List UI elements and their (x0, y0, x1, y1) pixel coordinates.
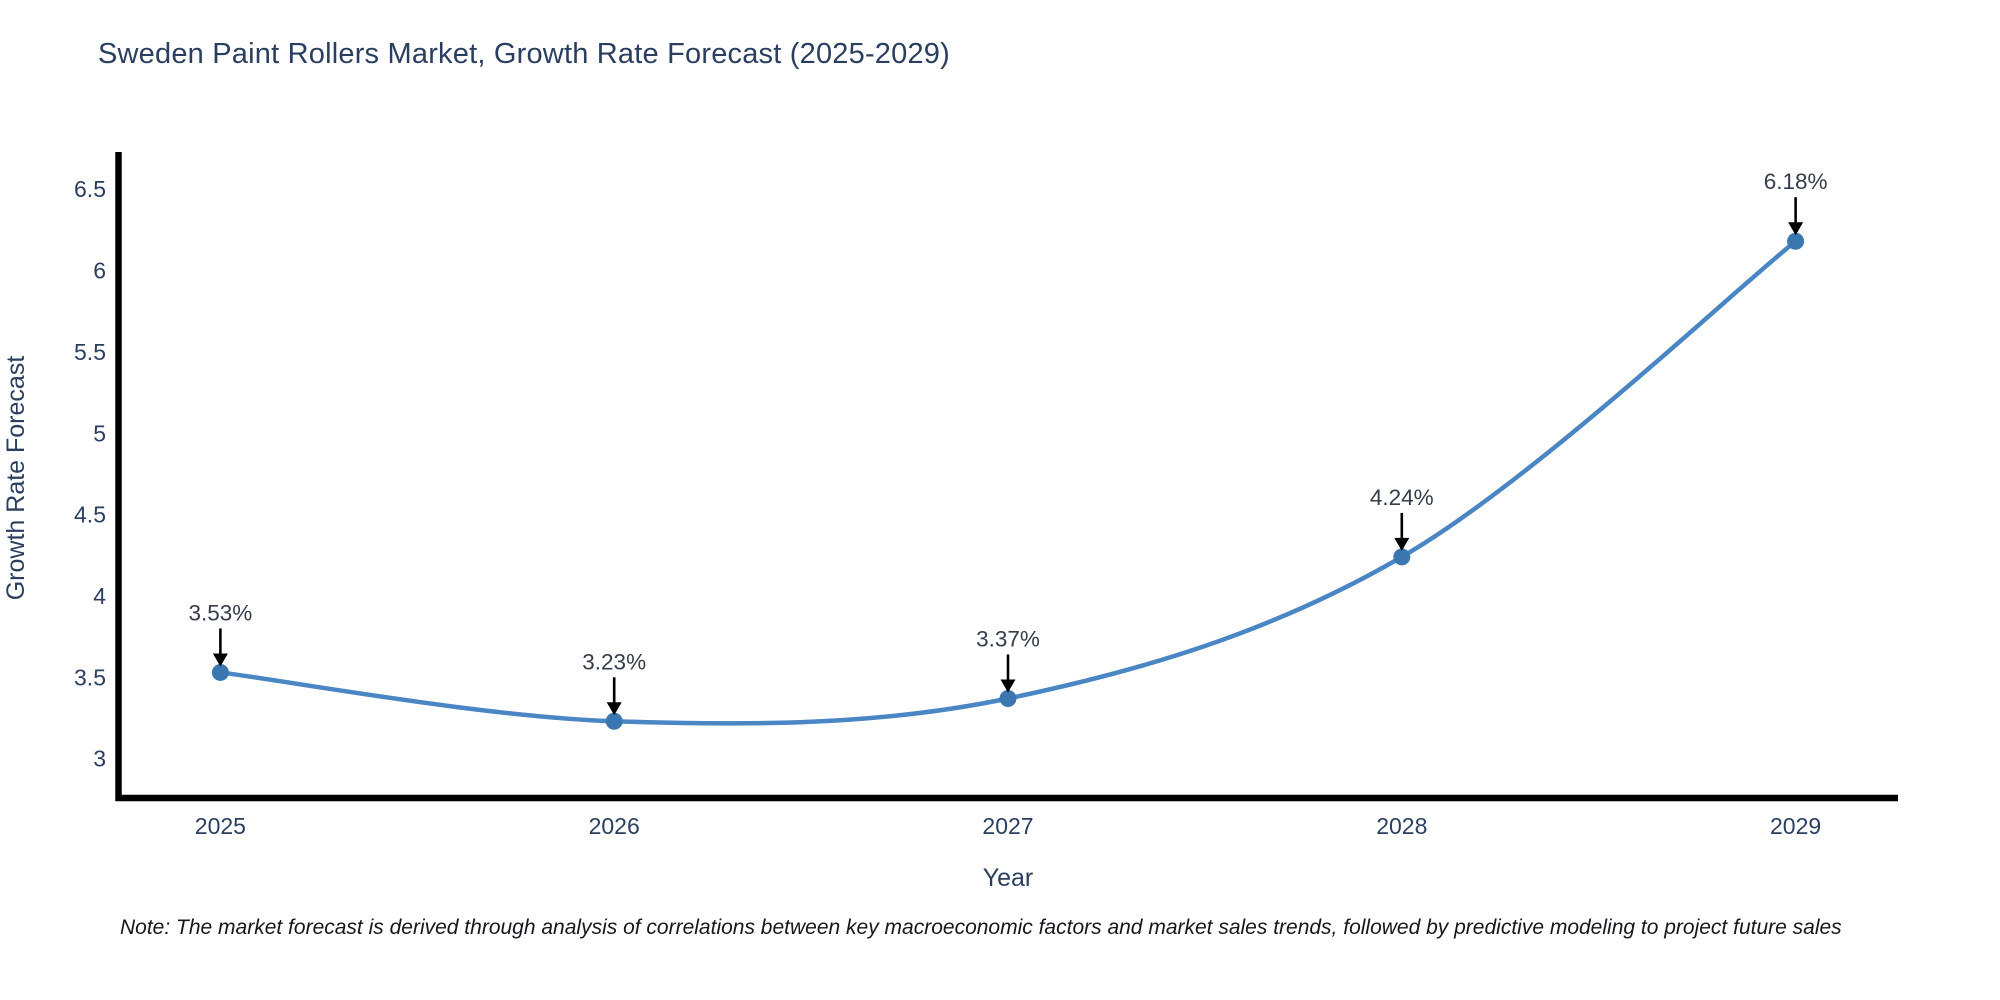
annotation-arrowhead-2027 (1000, 679, 1016, 693)
annotation-label-2028: 4.24% (1370, 485, 1434, 510)
annotation-label-2029: 6.18% (1764, 169, 1828, 194)
x-tick-label-2027: 2027 (982, 813, 1033, 839)
series-line (218, 238, 1798, 726)
annotation-label-2025: 3.53% (188, 600, 252, 625)
x-tick-label-2029: 2029 (1770, 813, 1821, 839)
annotation-label-2027: 3.37% (976, 626, 1040, 651)
data-point-2025 (211, 663, 229, 681)
x-tick-label-2028: 2028 (1376, 813, 1427, 839)
point-annotations: 3.53% 3.23% 3.37% 4.24% 6.18% (188, 169, 1828, 716)
annotation-arrowhead-2025 (212, 653, 228, 667)
annotation-arrowhead-2028 (1394, 537, 1410, 551)
y-tick-label-5.5: 5.5 (74, 339, 106, 365)
y-tick-label-4: 4 (93, 583, 106, 609)
x-tick-label-2026: 2026 (589, 813, 640, 839)
data-point-2027 (999, 689, 1017, 707)
data-point-2028 (1393, 548, 1411, 566)
data-point-2029 (1787, 232, 1805, 250)
methodology-note: Note: The market forecast is derived thr… (120, 916, 1842, 939)
x-tick-label-2025: 2025 (195, 813, 246, 839)
annotation-arrowhead-2026 (606, 702, 622, 716)
y-tick-label-6.5: 6.5 (74, 176, 106, 202)
chart-title: Sweden Paint Rollers Market, Growth Rate… (98, 38, 950, 70)
annotation-arrowhead-2029 (1788, 222, 1804, 236)
axis-tick-labels: 3 3.5 4 4.5 5 5.5 6 6.5 2025 2026 2027 2028 2029 (74, 176, 1821, 839)
y-tick-label-3.5: 3.5 (74, 664, 106, 690)
y-tick-label-4.5: 4.5 (74, 502, 106, 528)
annotation-label-2026: 3.23% (582, 649, 646, 674)
y-tick-label-5: 5 (93, 420, 106, 446)
growth-rate-series (211, 232, 1805, 730)
y-tick-label-3: 3 (93, 746, 106, 772)
data-point-2026 (605, 712, 623, 730)
x-axis-title: Year (983, 864, 1034, 892)
y-tick-label-6: 6 (93, 258, 106, 284)
y-axis-title: Growth Rate Forecast (2, 356, 30, 601)
